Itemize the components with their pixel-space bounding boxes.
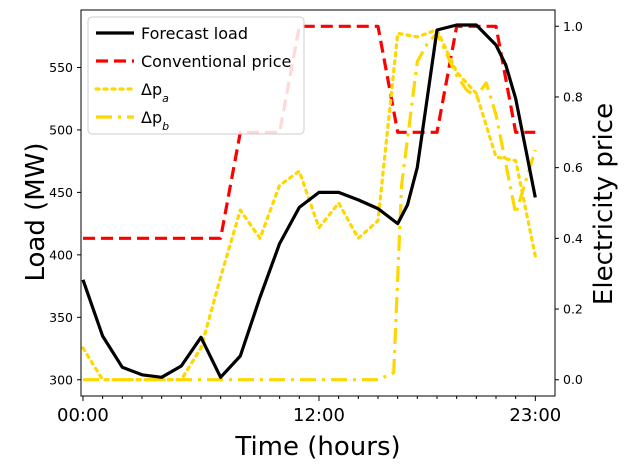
left-y-axis: 300 350 400 450 500 550: [49, 60, 81, 387]
right-y-tick-label: 1.0: [563, 19, 583, 34]
x-axis-title: Time (hours): [234, 432, 400, 462]
legend-box: [87, 16, 305, 135]
x-axis: 00:00 12:00 23:00: [57, 396, 561, 426]
x-tick-label: 23:00: [509, 405, 561, 426]
plot-frame: [80, 9, 556, 397]
left-y-axis-title: Load (MW): [21, 142, 51, 281]
right-y-axis: 0.0 0.2 0.4 0.6 0.8 1.0: [555, 19, 583, 387]
right-y-tick-label: 0.2: [563, 302, 583, 317]
left-y-tick-label: 350: [49, 310, 73, 325]
right-y-axis-title: Electricity price: [589, 103, 619, 305]
series-layer: [81, 23, 537, 382]
left-y-tick-label: 300: [49, 372, 73, 387]
right-y-tick-label: 0.4: [563, 231, 583, 246]
series-line-delta-p-b: [83, 31, 537, 382]
x-tick-label: 00:00: [57, 405, 109, 426]
legend-label: Forecast load: [141, 24, 248, 43]
x-tick-label: 12:00: [293, 405, 345, 426]
right-y-tick-label: 0.6: [563, 160, 583, 175]
right-y-tick-label: 0.8: [563, 89, 583, 104]
left-y-tick-label: 550: [49, 60, 73, 75]
legend-label: Conventional price: [141, 52, 291, 71]
series-line-forecast-load: [81, 23, 537, 379]
left-y-tick-label: 400: [49, 247, 73, 262]
left-y-tick-label: 500: [49, 122, 73, 137]
left-y-tick-label: 450: [49, 185, 73, 200]
series-line-conventional-price: [83, 24, 536, 240]
right-y-tick-label: 0.0: [563, 372, 583, 387]
